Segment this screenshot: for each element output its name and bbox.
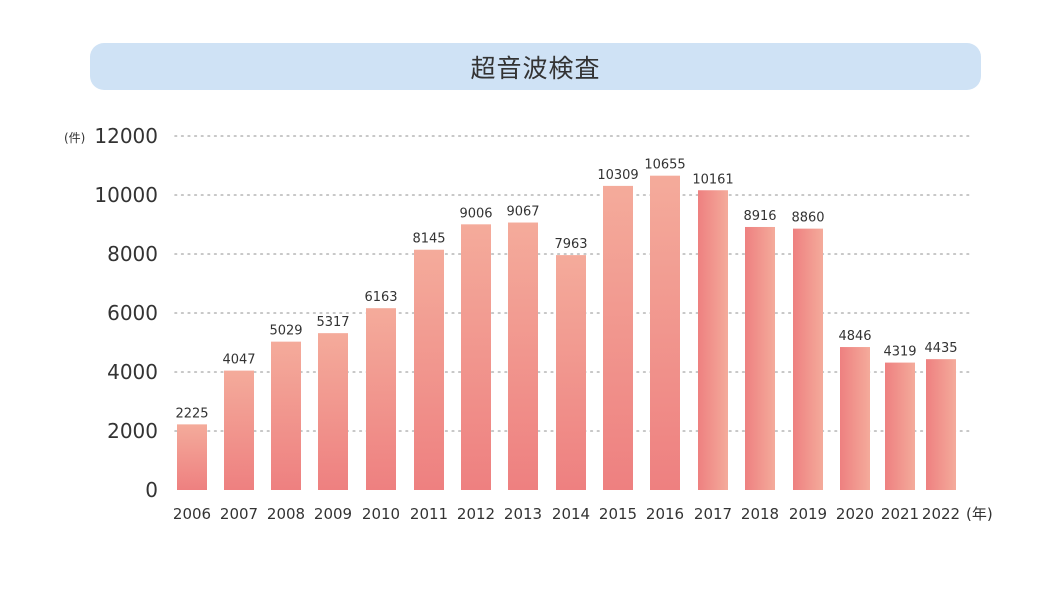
x-tick-label-2012: 2012	[457, 505, 495, 523]
data-label-2013: 9067	[506, 205, 539, 220]
bar-2015	[603, 185, 633, 490]
data-label-2011: 8145	[412, 232, 445, 247]
bar-2010	[366, 308, 396, 490]
x-tick-label-2019: 2019	[789, 505, 827, 523]
y-axis-ticks: 0 2000 4000 6000 8000 10000 12000	[94, 124, 158, 502]
x-tick-label-2020: 2020	[836, 505, 874, 523]
y-tick-label: 8000	[107, 242, 158, 266]
data-label-2020: 4846	[838, 329, 871, 344]
x-tick-label-2011: 2011	[410, 505, 448, 523]
data-label-2016: 10655	[644, 158, 685, 173]
bar-2016	[650, 175, 680, 491]
data-label-2017: 10161	[692, 172, 733, 187]
bar-2007	[224, 370, 254, 490]
bars: 2225 4047 5029 5317 6163 8145 9006 9067 7963 1030…	[175, 158, 958, 491]
data-label-2021: 4319	[883, 345, 916, 360]
bar-2011	[414, 249, 444, 490]
chart-title: 超音波検査	[470, 53, 601, 83]
y-tick-label: 2000	[107, 419, 158, 443]
data-label-2022: 4435	[924, 341, 957, 356]
y-tick-label: 0	[145, 478, 158, 502]
bar-2014	[556, 255, 586, 490]
bar-2017	[698, 190, 728, 491]
data-label-2012: 9006	[459, 206, 492, 221]
grid-lines	[174, 135, 973, 432]
x-tick-label-2017: 2017	[694, 505, 732, 523]
x-tick-label-2022: 2022	[922, 505, 960, 523]
y-tick-label: 6000	[107, 301, 158, 325]
y-tick-label: 12000	[94, 124, 158, 148]
bar-2021	[885, 362, 915, 490]
bar-2013	[508, 222, 538, 490]
bar-2006	[177, 424, 207, 490]
data-label-2010: 6163	[364, 290, 397, 305]
bar-2020	[840, 347, 870, 490]
x-tick-label-2016: 2016	[646, 505, 684, 523]
bar-2012	[461, 224, 491, 490]
bar-2008	[271, 341, 301, 490]
x-tick-label-2007: 2007	[220, 505, 258, 523]
data-label-2019: 8860	[791, 211, 824, 226]
data-label-2014: 7963	[554, 237, 587, 252]
bar-2019	[793, 228, 823, 490]
data-label-2018: 8916	[743, 209, 776, 224]
x-tick-label-2013: 2013	[504, 505, 542, 523]
x-tick-label-2009: 2009	[314, 505, 352, 523]
data-label-2007: 4047	[222, 353, 255, 368]
y-unit-label: (件)	[64, 131, 85, 145]
x-tick-label-2018: 2018	[741, 505, 779, 523]
y-tick-label: 10000	[94, 183, 158, 207]
data-label-2008: 5029	[269, 324, 302, 339]
y-tick-label: 4000	[107, 360, 158, 384]
x-tick-label-2014: 2014	[552, 505, 590, 523]
chart-title-banner: 超音波検査	[90, 43, 981, 90]
data-label-2009: 5317	[316, 315, 349, 330]
x-tick-label-2008: 2008	[267, 505, 305, 523]
x-axis-labels: 2006 2007 2008 2009 2010 2011 2012 2013 2014 2015…	[173, 505, 960, 523]
bar-2022	[926, 359, 956, 490]
x-tick-label-2015: 2015	[599, 505, 637, 523]
data-label-2006: 2225	[175, 406, 208, 421]
x-unit-label: (年)	[966, 505, 993, 523]
x-tick-label-2006: 2006	[173, 505, 211, 523]
bar-2009	[318, 333, 348, 490]
data-label-2015: 10309	[597, 168, 638, 183]
x-tick-label-2021: 2021	[881, 505, 919, 523]
x-tick-label-2010: 2010	[362, 505, 400, 523]
bar-2018	[745, 226, 775, 490]
